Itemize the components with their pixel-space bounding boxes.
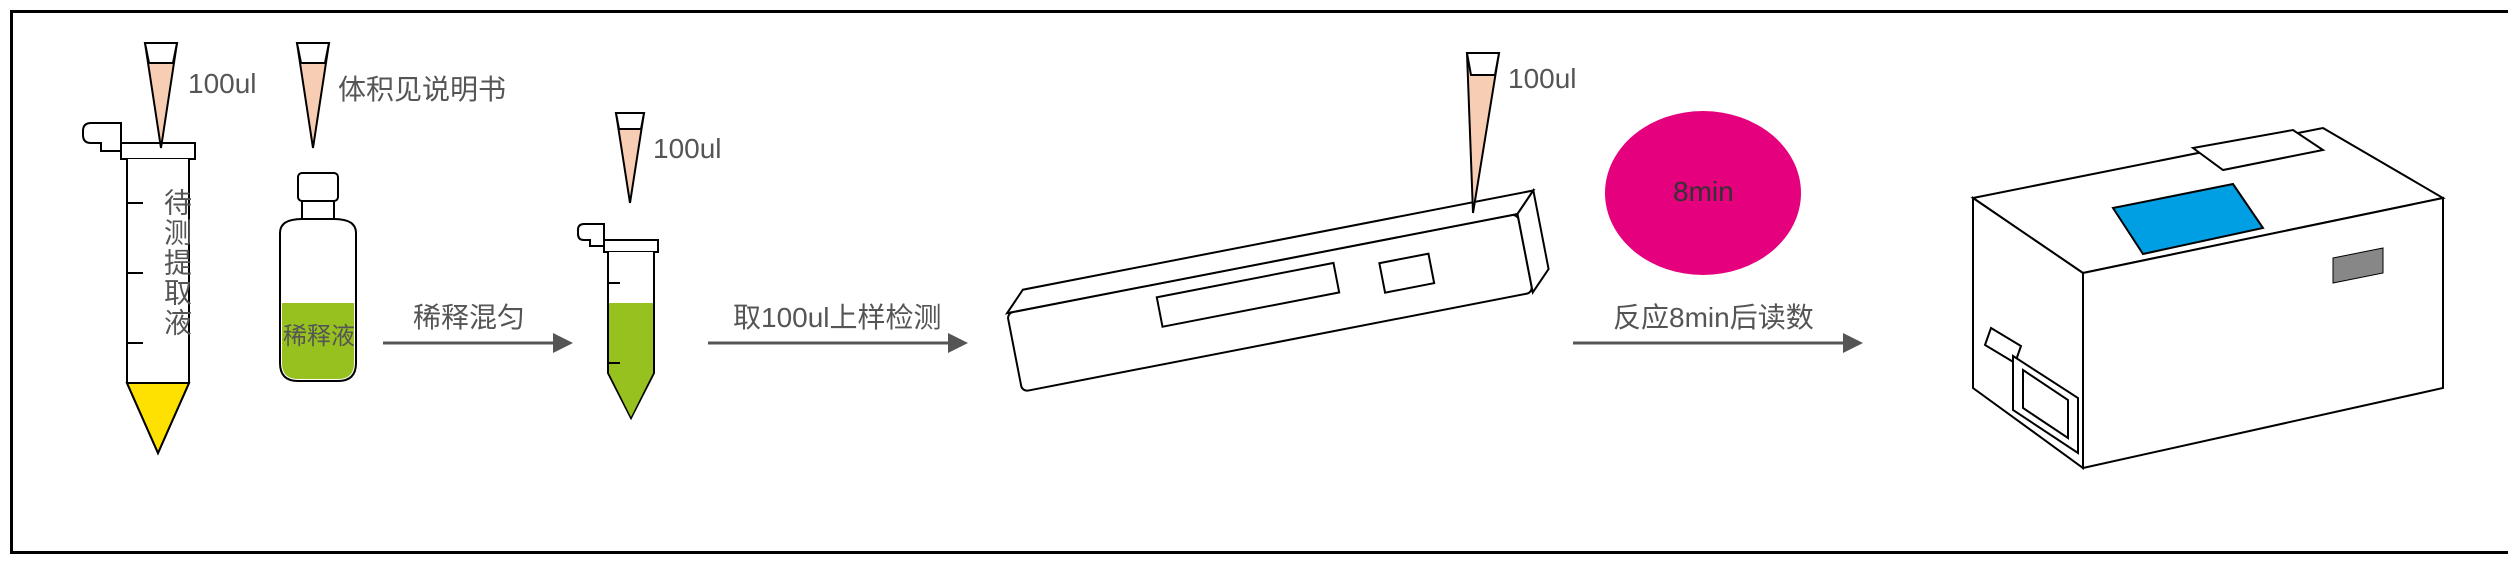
arrow3-label: 反应8min后读数 — [1613, 296, 1814, 336]
pipette3-label: 100ul — [653, 133, 722, 165]
timer-label: 8min — [1673, 176, 1734, 208]
tube1-text: 待测提取液 — [156, 188, 196, 338]
reader-icon — [1903, 88, 2463, 508]
pipette3-icon — [613, 113, 647, 213]
diagram-frame: 100ul 待测提取液 体积见说明书 稀释液 稀释混匀 — [10, 10, 2508, 554]
pipette2-icon — [293, 43, 333, 163]
pipette2-label: 体积见说明书 — [338, 68, 506, 108]
tube2-icon — [578, 208, 688, 428]
arrow2-label: 取100ul上样检测 — [733, 296, 942, 336]
pipette4-icon — [1463, 53, 1503, 223]
arrow1-label: 稀释混匀 — [413, 296, 525, 336]
diagram-stage: 100ul 待测提取液 体积见说明书 稀释液 稀释混匀 — [13, 13, 2508, 551]
bottle-icon — [268, 173, 368, 393]
pipette1-icon — [141, 43, 181, 163]
pipette1-label: 100ul — [188, 68, 257, 100]
pipette4-label: 100ul — [1508, 63, 1577, 95]
bottle-label: 稀释液 — [283, 316, 355, 351]
